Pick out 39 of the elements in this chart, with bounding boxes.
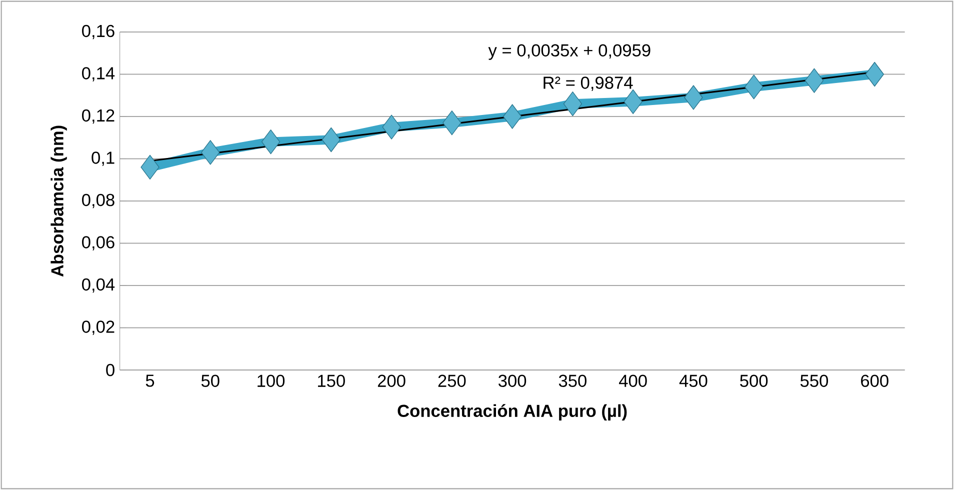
annotation: R² = 0,9874 (544, 76, 633, 91)
y-tick-label: 0,04 (82, 278, 115, 293)
x-tick-label: 250 (438, 374, 466, 387)
point (502, 104, 522, 129)
x-axis-title: Concentración AIA puro (µl) (398, 404, 627, 420)
x-tick-label: 400 (619, 374, 647, 387)
point (382, 114, 401, 140)
y-tick-label: 0,1 (92, 152, 114, 166)
y-tick-label: 0,14 (82, 67, 115, 82)
y-tick-label: 0,16 (82, 24, 114, 40)
point (201, 140, 220, 165)
y-tick-label: 0,02 (82, 320, 114, 335)
x-tick-label: 100 (258, 374, 285, 387)
y-tick-label: 0,08 (82, 194, 114, 208)
point (442, 110, 462, 136)
point (744, 74, 764, 100)
x-tick-label: 5 (146, 374, 154, 387)
y-tick-label: 0 (106, 364, 114, 376)
point (563, 91, 582, 116)
y-tick-label: 0,06 (82, 236, 114, 250)
x-tick-label: 150 (318, 374, 345, 387)
x-tick-label: 600 (861, 374, 888, 387)
point (140, 154, 160, 180)
x-tick-label: 450 (679, 374, 708, 387)
point (865, 62, 884, 87)
x-tick-label: 500 (740, 374, 768, 387)
x-tick-label: 200 (378, 374, 406, 387)
point (624, 89, 642, 114)
point (804, 68, 824, 93)
point (322, 127, 340, 152)
y-tick-label: 0,12 (82, 109, 114, 124)
annotation: y = 0,0035x + 0,0959 (488, 44, 650, 60)
x-tick-label: 50 (201, 374, 220, 387)
point (261, 130, 280, 154)
x-tick-label: 550 (800, 374, 828, 387)
y-axis-title: Absorbamcia (nm) (50, 126, 67, 277)
x-tick-label: 350 (558, 374, 586, 387)
x-tick-label: 300 (498, 374, 526, 387)
point (684, 85, 703, 110)
